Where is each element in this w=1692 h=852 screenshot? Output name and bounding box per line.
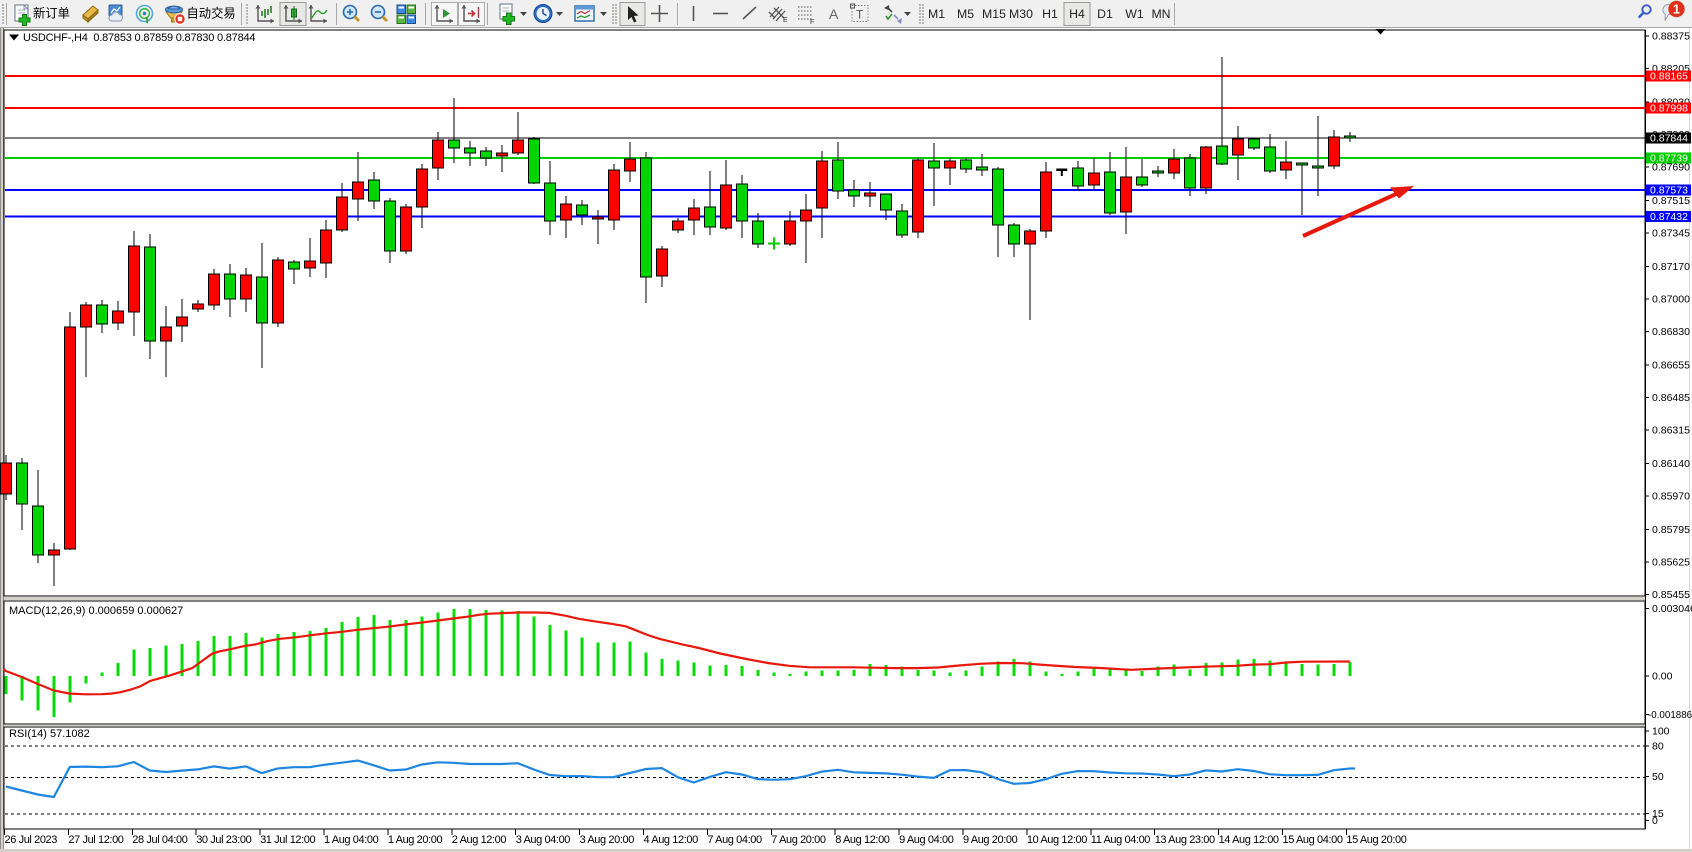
svg-text:RSI(14) 57.1082: RSI(14) 57.1082 — [9, 728, 90, 740]
svg-text:0.87739: 0.87739 — [1650, 153, 1688, 165]
svg-text:0.86315: 0.86315 — [1652, 425, 1690, 437]
svg-text:D1: D1 — [1097, 7, 1113, 21]
svg-text:H4: H4 — [1069, 7, 1085, 21]
svg-text:26 Jul 2023: 26 Jul 2023 — [5, 834, 58, 846]
svg-text:0.87998: 0.87998 — [1650, 103, 1688, 115]
svg-text:0.86830: 0.86830 — [1652, 326, 1690, 338]
svg-text:-0.001886: -0.001886 — [1648, 710, 1692, 721]
svg-text:A: A — [829, 6, 839, 22]
svg-text:3 Aug 04:00: 3 Aug 04:00 — [516, 834, 571, 846]
svg-text:7 Aug 20:00: 7 Aug 20:00 — [771, 834, 826, 846]
svg-text:15 Aug 20:00: 15 Aug 20:00 — [1346, 834, 1406, 846]
svg-text:80: 80 — [1652, 741, 1664, 753]
svg-text:8 Aug 12:00: 8 Aug 12:00 — [835, 834, 890, 846]
svg-text:MACD(12,26,9) 0.000659 0.00062: MACD(12,26,9) 0.000659 0.000627 — [9, 605, 183, 617]
svg-text:28 Jul 04:00: 28 Jul 04:00 — [132, 834, 187, 846]
svg-text:0.87690: 0.87690 — [1652, 162, 1690, 174]
svg-text:30 Jul 23:00: 30 Jul 23:00 — [196, 834, 251, 846]
svg-text:0.003046: 0.003046 — [1652, 603, 1692, 615]
svg-text:M15: M15 — [982, 7, 1006, 21]
svg-text:100: 100 — [1652, 726, 1670, 738]
svg-text:F: F — [810, 19, 814, 26]
svg-text:T: T — [856, 8, 864, 22]
svg-text:31 Jul 12:00: 31 Jul 12:00 — [260, 834, 315, 846]
svg-text:3 Aug 20:00: 3 Aug 20:00 — [580, 834, 635, 846]
svg-text:0.85970: 0.85970 — [1652, 491, 1690, 503]
svg-text:1 Aug 04:00: 1 Aug 04:00 — [324, 834, 379, 846]
svg-text:新订单: 新订单 — [33, 6, 70, 21]
svg-text:1 Aug 20:00: 1 Aug 20:00 — [388, 834, 443, 846]
svg-text:0.85795: 0.85795 — [1652, 524, 1690, 536]
svg-text:0.85455: 0.85455 — [1652, 589, 1690, 601]
svg-text:0: 0 — [1652, 815, 1658, 827]
svg-text:9 Aug 20:00: 9 Aug 20:00 — [963, 834, 1018, 846]
svg-text:E: E — [783, 17, 788, 24]
svg-text:0.85625: 0.85625 — [1652, 557, 1690, 569]
svg-text:0.86485: 0.86485 — [1652, 392, 1690, 404]
svg-text:0.86655: 0.86655 — [1652, 360, 1690, 372]
svg-text:0.87345: 0.87345 — [1652, 228, 1690, 240]
svg-text:13 Aug 23:00: 13 Aug 23:00 — [1155, 834, 1215, 846]
svg-text:0.87515: 0.87515 — [1652, 195, 1690, 207]
svg-text:H1: H1 — [1042, 7, 1058, 21]
svg-text:0.87573: 0.87573 — [1650, 185, 1688, 197]
svg-text:10 Aug 12:00: 10 Aug 12:00 — [1027, 834, 1087, 846]
svg-text:27 Jul 12:00: 27 Jul 12:00 — [68, 834, 123, 846]
svg-text:M5: M5 — [957, 7, 974, 21]
svg-text:2 Aug 12:00: 2 Aug 12:00 — [452, 834, 507, 846]
svg-text:7 Aug 04:00: 7 Aug 04:00 — [707, 834, 762, 846]
svg-text:M1: M1 — [928, 7, 945, 21]
svg-text:0.87000: 0.87000 — [1652, 294, 1690, 306]
svg-text:0.88165: 0.88165 — [1650, 71, 1688, 83]
svg-text:0.86140: 0.86140 — [1652, 458, 1690, 470]
svg-text:0.87432: 0.87432 — [1650, 211, 1688, 223]
svg-text:0.88375: 0.88375 — [1652, 31, 1690, 43]
svg-text:0.00: 0.00 — [1652, 671, 1673, 683]
svg-text:1: 1 — [1673, 3, 1680, 17]
svg-text:MN: MN — [1151, 7, 1170, 21]
svg-text:15: 15 — [1652, 808, 1664, 820]
svg-text:4 Aug 12:00: 4 Aug 12:00 — [644, 834, 699, 846]
svg-text:9 Aug 04:00: 9 Aug 04:00 — [899, 834, 954, 846]
svg-text:W1: W1 — [1125, 7, 1144, 21]
svg-text:11 Aug 04:00: 11 Aug 04:00 — [1091, 834, 1151, 846]
svg-text:0.87170: 0.87170 — [1652, 261, 1690, 273]
svg-text:15 Aug 04:00: 15 Aug 04:00 — [1283, 834, 1343, 846]
svg-text:USDCHF-,H4 0.87853 0.87859 0.: USDCHF-,H4 0.87853 0.87859 0.87830 0.878… — [23, 32, 255, 44]
svg-text:自动交易: 自动交易 — [187, 6, 236, 21]
svg-text:M30: M30 — [1009, 7, 1033, 21]
svg-text:50: 50 — [1652, 771, 1664, 783]
svg-text:0.87844: 0.87844 — [1650, 133, 1688, 145]
svg-text:14 Aug 12:00: 14 Aug 12:00 — [1219, 834, 1279, 846]
